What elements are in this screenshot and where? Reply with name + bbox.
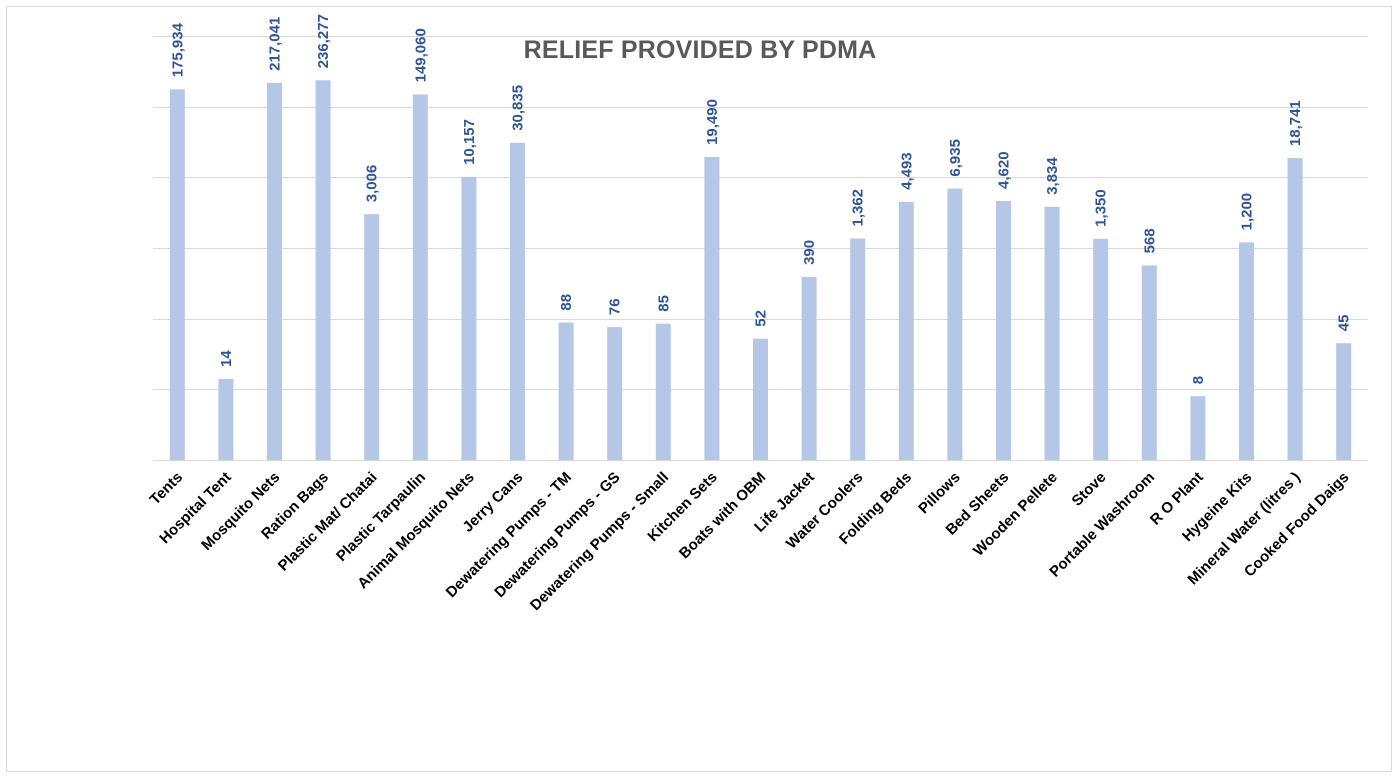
data-label: 390 [801, 240, 818, 265]
gridlines [153, 36, 1368, 461]
data-label: 30,835 [510, 85, 527, 131]
data-label: 1,362 [850, 189, 867, 227]
bar [996, 201, 1011, 460]
chart-title: RELIEF PROVIDED BY PDMA [523, 36, 877, 64]
data-label: 236,277 [315, 14, 332, 68]
bar [267, 82, 282, 461]
data-label: 1,200 [1239, 193, 1256, 231]
data-label: 175,934 [169, 22, 186, 77]
data-label: 52 [753, 310, 770, 327]
bar [510, 142, 525, 461]
bar [315, 80, 331, 461]
data-label: 85 [655, 295, 672, 312]
data-label: 19,490 [704, 99, 721, 145]
category-label: Wooden Pellete [970, 469, 1061, 560]
data-label: 217,041 [267, 17, 284, 71]
category-label: Stove [1069, 469, 1110, 510]
data-labels: 175,934 14 217,041 236,277 3,006 149,060 10,15… [169, 14, 1352, 384]
bar [558, 322, 574, 460]
data-label: 18,741 [1287, 100, 1304, 146]
data-label: 14 [218, 350, 235, 367]
data-label: 3,006 [364, 165, 381, 203]
bar [1093, 238, 1109, 460]
bars [169, 80, 1352, 461]
bar [1141, 265, 1157, 460]
category-label: Pillows [915, 469, 964, 518]
data-label: 6,935 [947, 139, 964, 177]
data-label: 568 [1141, 228, 1158, 253]
data-label: 3,834 [1044, 157, 1061, 195]
data-label: 4,493 [898, 152, 915, 190]
bar [655, 323, 671, 460]
bar [1239, 242, 1254, 460]
data-label: 45 [1336, 315, 1353, 332]
bar [753, 338, 768, 460]
bar [801, 276, 817, 460]
data-label: 88 [558, 294, 575, 311]
bar [364, 214, 380, 460]
data-label: 76 [607, 298, 624, 315]
bar [169, 89, 185, 461]
bar [218, 379, 234, 460]
category-label: Plastic Tarpaulin [333, 469, 429, 565]
bar [412, 94, 428, 461]
bar [461, 176, 477, 460]
data-label: 1,350 [1093, 189, 1110, 227]
data-label: 4,620 [996, 151, 1013, 189]
data-label: 10,157 [461, 119, 478, 165]
data-label: 149,060 [412, 28, 429, 82]
bar [1336, 343, 1352, 460]
bar [1287, 158, 1303, 460]
bar [850, 238, 866, 460]
bar [947, 188, 963, 460]
bar [1044, 206, 1060, 460]
category-label: Tents [147, 469, 187, 509]
bar [898, 201, 914, 460]
category-label: Boats with OBM [676, 469, 769, 562]
bar [704, 156, 720, 460]
bar [607, 327, 623, 460]
bar [1190, 396, 1206, 460]
data-label: 8 [1190, 376, 1207, 384]
